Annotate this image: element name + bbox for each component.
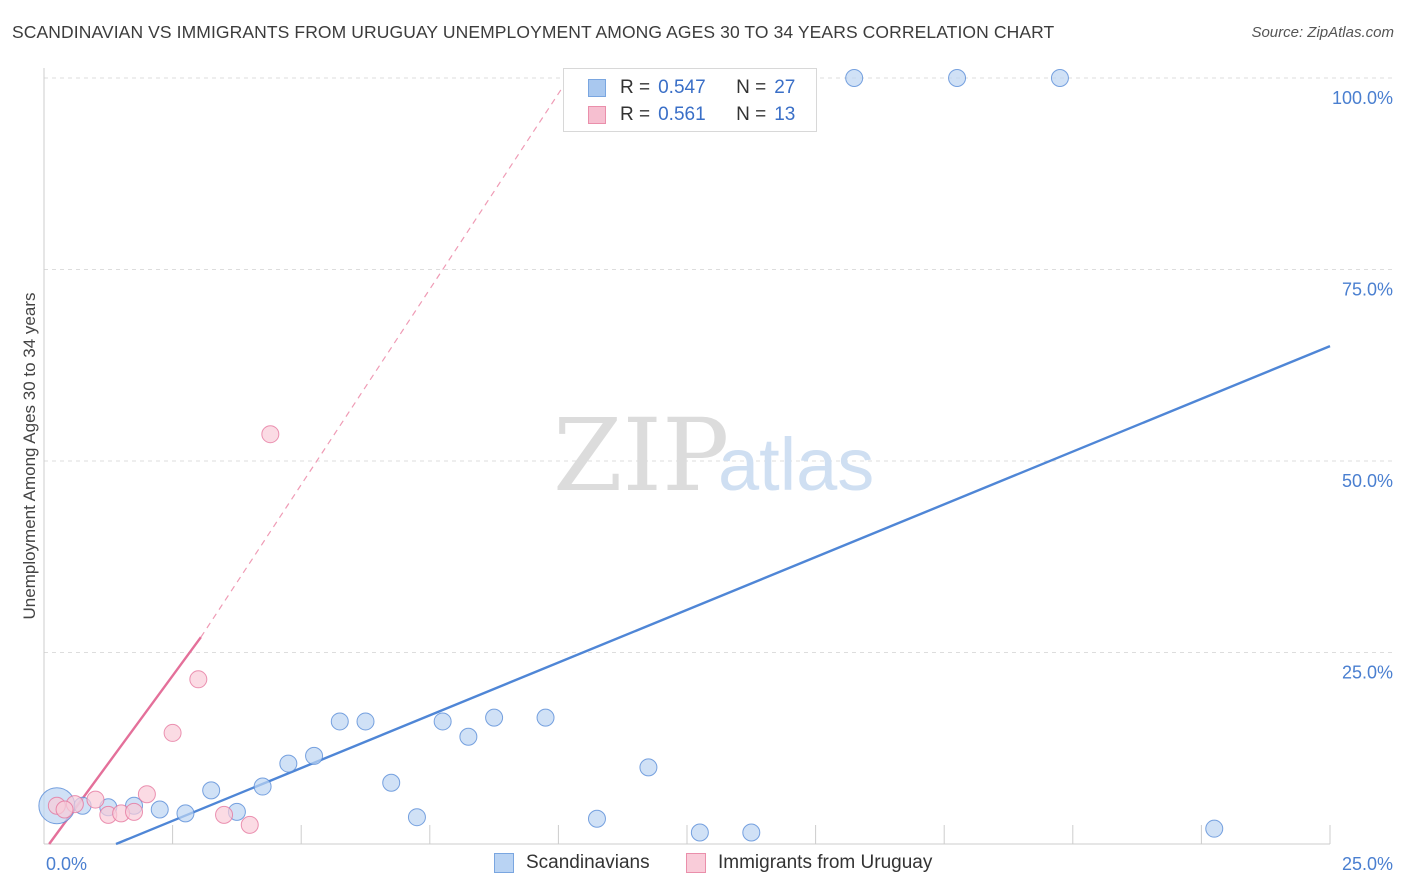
source-credit: Source: ZipAtlas.com	[1251, 24, 1394, 41]
point-scandinavians	[407, 808, 426, 827]
point-scandinavians	[587, 809, 606, 828]
legend-r-value: 0.547	[658, 77, 706, 98]
point-scandinavians	[253, 777, 272, 796]
point-scandinavians	[305, 746, 324, 765]
y-tick-label: 100.0%	[1332, 88, 1393, 108]
point-scandinavians	[639, 758, 658, 777]
point-uruguay	[215, 805, 234, 824]
legend-swatch-uruguay	[588, 106, 606, 124]
point-uruguay	[163, 723, 182, 742]
point-scandinavians	[485, 708, 504, 727]
point-scandinavians	[1205, 819, 1224, 838]
y-tick-label: 25.0%	[1342, 663, 1393, 683]
point-uruguay	[125, 802, 144, 821]
legend-row-scandinavians: R = 0.547 N = 27	[588, 75, 795, 101]
point-uruguay	[86, 790, 105, 809]
watermark-atlas: atlas	[718, 423, 874, 506]
x-tick-label: 25.0%	[1342, 854, 1393, 874]
point-scandinavians	[948, 69, 967, 87]
point-uruguay	[261, 425, 280, 444]
point-scandinavians	[382, 773, 401, 792]
y-tick-label: 50.0%	[1342, 471, 1393, 491]
legend-row-uruguay: R = 0.561 N = 13	[588, 102, 795, 128]
legend-swatch-scandinavians	[588, 79, 606, 97]
legend-swatch-scandinavians	[494, 853, 514, 873]
point-uruguay	[240, 815, 259, 834]
x-tick-label: 0.0%	[46, 854, 87, 874]
point-scandinavians	[176, 804, 195, 823]
y-tick-label: 75.0%	[1342, 280, 1393, 300]
grid-lines	[44, 77, 1394, 653]
point-scandinavians	[150, 800, 169, 819]
legend-label-scandinavians: Scandinavians	[526, 852, 650, 873]
point-scandinavians	[1050, 69, 1069, 87]
legend-n-value: 27	[774, 77, 796, 98]
watermark-zip: ZIP	[553, 397, 729, 514]
point-scandinavians	[742, 823, 761, 842]
legend-n-value: 13	[774, 104, 796, 125]
point-uruguay	[55, 800, 74, 819]
data-points	[38, 69, 1224, 842]
point-scandinavians	[330, 712, 349, 731]
legend-n-label: N =	[736, 77, 767, 98]
legend-r-label: R =	[620, 77, 651, 98]
legend-n-label: N =	[736, 104, 767, 125]
y-axis-label: Unemployment Among Ages 30 to 34 years	[20, 293, 39, 620]
watermark: ZIP atlas	[553, 397, 874, 514]
legend-item-uruguay[interactable]: Immigrants from Uruguay	[686, 852, 932, 874]
point-scandinavians	[845, 69, 864, 87]
legend-r-value: 0.561	[658, 104, 706, 125]
point-scandinavians	[202, 781, 221, 800]
point-uruguay	[137, 785, 156, 804]
point-scandinavians	[356, 712, 375, 731]
chart-title: SCANDINAVIAN VS IMMIGRANTS FROM URUGUAY …	[12, 22, 1055, 42]
point-scandinavians	[459, 727, 478, 746]
point-scandinavians	[433, 712, 452, 731]
point-scandinavians	[536, 708, 555, 727]
legend-item-scandinavians[interactable]: Scandinavians	[494, 852, 650, 874]
point-scandinavians	[279, 754, 298, 773]
axes	[43, 68, 1331, 845]
tick-labels: 25.0% 50.0% 75.0% 100.0% 0.0% 25.0%	[46, 88, 1393, 874]
trend-line-extension	[200, 77, 570, 638]
legend-label-uruguay: Immigrants from Uruguay	[718, 852, 933, 873]
series-legend: Scandinavians Immigrants from Uruguay	[0, 852, 1406, 878]
point-scandinavians	[690, 823, 709, 842]
point-uruguay	[189, 670, 208, 689]
legend-swatch-uruguay	[686, 853, 706, 873]
legend-r-label: R =	[620, 104, 651, 125]
correlation-legend: R = 0.547 N = 27 R = 0.561 N = 13	[563, 68, 817, 132]
